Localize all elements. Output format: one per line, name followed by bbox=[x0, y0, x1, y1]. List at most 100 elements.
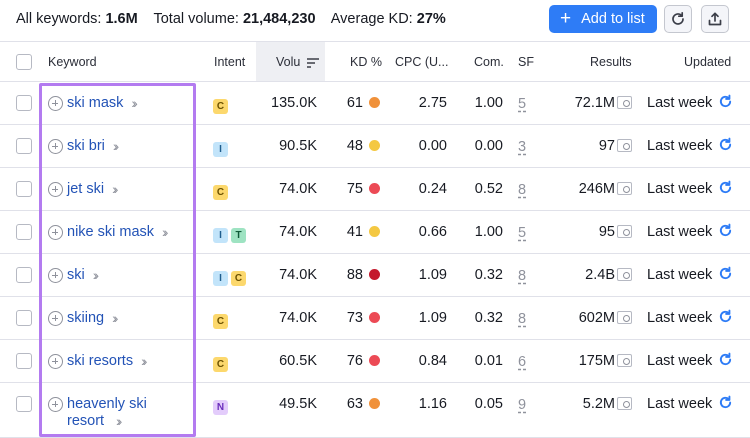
chevron-double-right-icon[interactable]: ›› bbox=[92, 267, 100, 283]
row-checkbox[interactable] bbox=[16, 95, 32, 111]
serp-preview-icon[interactable] bbox=[617, 310, 632, 324]
kd-cell: 63 bbox=[330, 396, 380, 412]
row-checkbox[interactable] bbox=[16, 181, 32, 197]
volume-value: 74.0K bbox=[279, 310, 317, 326]
serp-features-count[interactable]: 9 bbox=[518, 397, 527, 413]
add-keyword-icon[interactable] bbox=[48, 354, 63, 369]
serp-preview-icon[interactable] bbox=[617, 181, 632, 195]
column-volume[interactable]: Volu bbox=[276, 55, 319, 69]
serp-preview-icon[interactable] bbox=[617, 224, 632, 238]
intent-cell: N bbox=[213, 397, 231, 415]
refresh-button[interactable] bbox=[664, 5, 692, 33]
serp-preview-icon[interactable] bbox=[617, 353, 632, 367]
refresh-icon[interactable] bbox=[718, 395, 733, 410]
keyword-link[interactable]: heavenly ski resort bbox=[67, 396, 147, 429]
column-intent[interactable]: Intent bbox=[214, 55, 246, 69]
serp-preview-icon[interactable] bbox=[617, 396, 632, 410]
kd-value: 73 bbox=[346, 310, 363, 326]
chevron-double-right-icon[interactable]: ›› bbox=[112, 138, 120, 154]
cpc-value: 2.75 bbox=[418, 95, 447, 111]
add-keyword-icon[interactable] bbox=[48, 311, 63, 326]
table-row: ski mask ›› C 135.0K 61 2.75 1.00 5 72.1M… bbox=[0, 82, 750, 125]
column-results[interactable]: Results bbox=[590, 55, 632, 69]
serp-features-count[interactable]: 6 bbox=[518, 354, 527, 370]
keyword-cell: ski bri ›› bbox=[48, 138, 120, 155]
column-keyword[interactable]: Keyword bbox=[48, 55, 97, 69]
refresh-icon[interactable] bbox=[718, 223, 733, 238]
chevron-double-right-icon[interactable]: ›› bbox=[162, 224, 169, 240]
intent-badge: C bbox=[213, 357, 228, 372]
total-volume-label: Total volume: bbox=[153, 11, 239, 27]
row-checkbox[interactable] bbox=[16, 310, 32, 326]
column-com[interactable]: Com. bbox=[474, 55, 504, 69]
keyword-link[interactable]: jet ski bbox=[67, 181, 105, 197]
chevron-double-right-icon[interactable]: ›› bbox=[116, 413, 123, 429]
add-keyword-icon[interactable] bbox=[48, 397, 63, 412]
results-value: 602M bbox=[578, 310, 615, 326]
refresh-icon[interactable] bbox=[718, 352, 733, 367]
serp-preview-icon[interactable] bbox=[617, 267, 632, 281]
refresh-icon bbox=[672, 11, 684, 25]
add-keyword-icon[interactable] bbox=[48, 225, 63, 240]
keyword-link[interactable]: ski bri bbox=[67, 138, 105, 154]
kd-cell: 76 bbox=[330, 353, 380, 369]
row-checkbox[interactable] bbox=[16, 138, 32, 154]
serp-preview-icon[interactable] bbox=[617, 95, 632, 109]
row-checkbox[interactable] bbox=[16, 396, 32, 412]
serp-features-count[interactable]: 8 bbox=[518, 311, 527, 327]
select-all-checkbox[interactable] bbox=[16, 54, 32, 70]
total-volume-value: 21,484,230 bbox=[242, 11, 316, 27]
add-keyword-icon[interactable] bbox=[48, 268, 63, 283]
kd-cell: 48 bbox=[330, 138, 380, 154]
updated-value: Last week bbox=[647, 181, 713, 197]
keyword-link[interactable]: skiing bbox=[67, 310, 105, 326]
volume-value: 74.0K bbox=[279, 267, 317, 283]
chevron-double-right-icon[interactable]: ›› bbox=[141, 353, 148, 369]
serp-features-count[interactable]: 5 bbox=[518, 225, 527, 241]
column-sf[interactable]: SF bbox=[518, 55, 534, 69]
refresh-icon[interactable] bbox=[718, 94, 733, 109]
column-updated[interactable]: Updated bbox=[684, 55, 732, 69]
row-checkbox[interactable] bbox=[16, 353, 32, 369]
serp-features-count[interactable]: 8 bbox=[518, 182, 527, 198]
updated-cell: Last week bbox=[647, 266, 733, 283]
keyword-link[interactable]: ski mask bbox=[67, 95, 124, 111]
updated-cell: Last week bbox=[647, 137, 733, 154]
export-button[interactable] bbox=[701, 5, 729, 33]
keyword-link[interactable]: ski bbox=[67, 267, 85, 283]
add-keyword-icon[interactable] bbox=[48, 96, 63, 111]
results-value: 5.2M bbox=[582, 396, 615, 412]
cpc-value: 0.84 bbox=[418, 353, 447, 369]
keyword-cell: ski mask ›› bbox=[48, 95, 138, 112]
intent-badge: I bbox=[213, 228, 228, 243]
volume-value: 74.0K bbox=[279, 181, 317, 197]
chevron-double-right-icon[interactable]: ›› bbox=[112, 181, 119, 197]
serp-features-count[interactable]: 5 bbox=[518, 96, 527, 112]
updated-cell: Last week bbox=[647, 94, 733, 111]
chevron-double-right-icon[interactable]: ›› bbox=[112, 310, 119, 326]
serp-preview-icon[interactable] bbox=[617, 138, 632, 152]
row-checkbox[interactable] bbox=[16, 267, 32, 283]
serp-features-count[interactable]: 3 bbox=[518, 139, 527, 155]
refresh-icon[interactable] bbox=[718, 180, 733, 195]
intent-badge: C bbox=[213, 185, 228, 200]
serp-features-count[interactable]: 8 bbox=[518, 268, 527, 284]
refresh-icon[interactable] bbox=[718, 309, 733, 324]
column-cpc[interactable]: CPC (U... bbox=[395, 55, 449, 69]
chevron-double-right-icon[interactable]: ›› bbox=[131, 95, 138, 111]
row-checkbox[interactable] bbox=[16, 224, 32, 240]
column-kd[interactable]: KD % bbox=[350, 55, 382, 69]
add-keyword-icon[interactable] bbox=[48, 182, 63, 197]
add-to-list-button[interactable]: + Add to list bbox=[549, 5, 657, 33]
intent-cell: C bbox=[213, 311, 231, 329]
add-keyword-icon[interactable] bbox=[48, 139, 63, 154]
refresh-icon[interactable] bbox=[718, 266, 733, 281]
keyword-link[interactable]: ski resorts bbox=[67, 353, 134, 369]
sort-desc-icon[interactable] bbox=[306, 57, 319, 68]
results-value: 246M bbox=[578, 181, 615, 197]
intent-cell: C bbox=[213, 354, 231, 372]
keyword-link[interactable]: nike ski mask bbox=[67, 224, 155, 240]
refresh-icon[interactable] bbox=[718, 137, 733, 152]
